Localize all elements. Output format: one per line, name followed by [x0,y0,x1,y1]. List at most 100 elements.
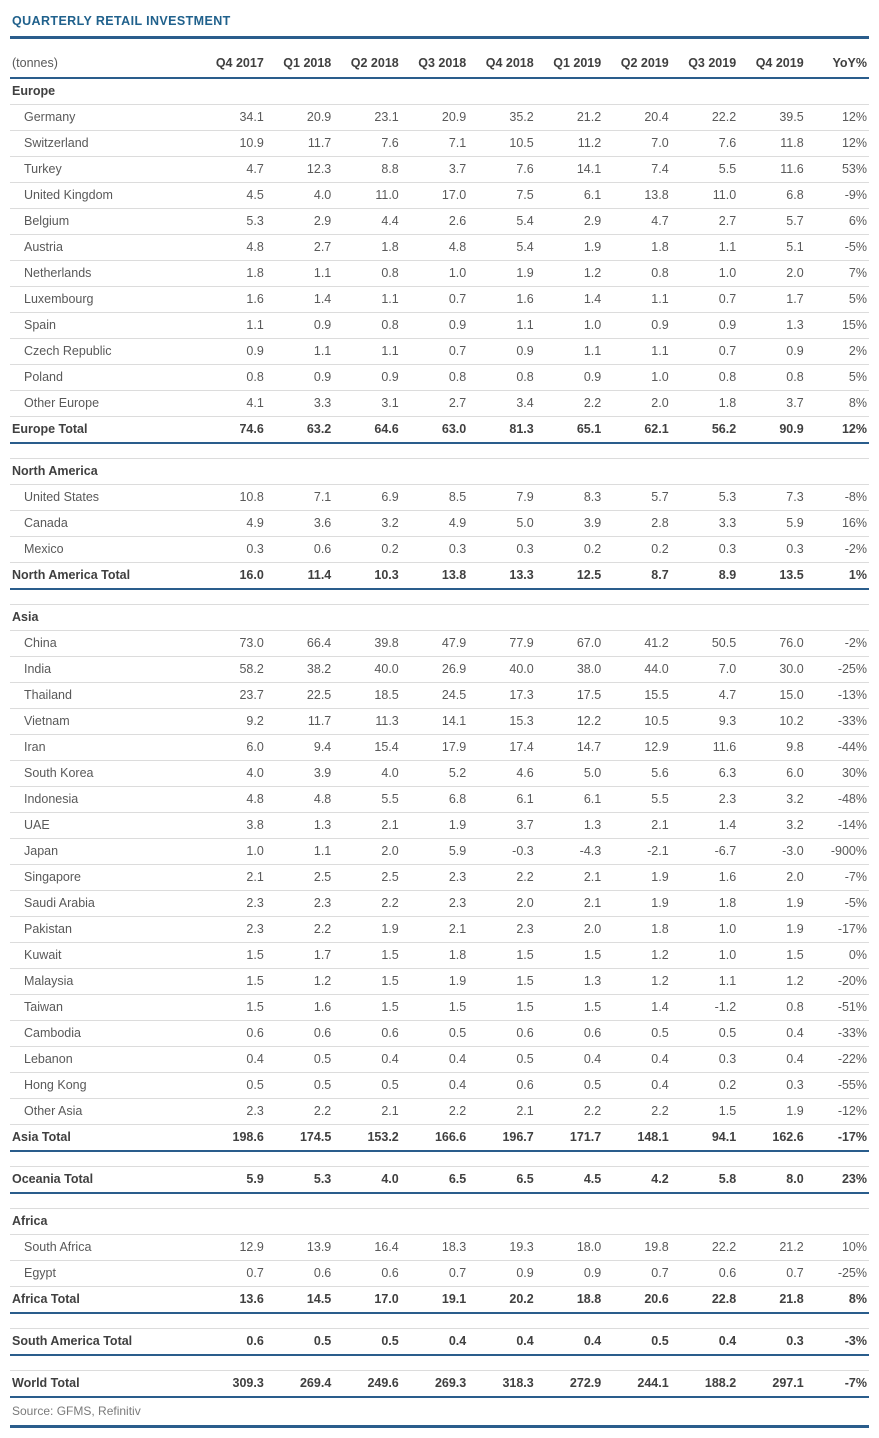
value-cell: 1.5 [204,994,272,1022]
value-cell: 2.9 [271,208,340,236]
value-cell [676,78,745,106]
value-cell: 1.5 [676,1098,745,1126]
value-cell: 1.5 [474,994,542,1022]
value-cell: 5.1 [744,234,812,262]
value-cell: 13.6 [204,1286,272,1315]
value-cell: 18.0 [541,1234,610,1262]
value-cell: 1.6 [474,286,542,314]
spacer-row [10,589,869,606]
value-cell: 67.0 [541,630,610,658]
value-cell: 0.2 [676,1072,745,1100]
value-cell: 1.0 [204,838,272,866]
value-cell: 20.6 [609,1286,677,1315]
value-cell: 18.5 [339,682,407,710]
value-cell: 0.3 [204,536,272,564]
value-cell: 10.5 [609,708,677,736]
row-label: Cambodia [10,1020,205,1048]
value-cell: 17.0 [406,182,475,210]
table-body: Europe Germany 34.1 20.9 23.1 20.9 35.2 21.2 20.… [10,78,869,1399]
row-label: South America Total [10,1328,205,1357]
table-row: China 73.0 66.4 39.8 47.9 77.9 67.0 41.2 50.5 76.… [10,630,869,658]
yoy-cell: -2% [811,630,869,658]
value-cell: 1.9 [474,260,542,288]
value-cell: 9.2 [204,708,272,736]
value-cell: 5.9 [204,1166,272,1195]
spacer-cell [10,1151,869,1168]
value-cell: 166.6 [406,1124,475,1153]
value-cell: 1.8 [676,890,745,918]
table-row: Singapore 2.1 2.5 2.5 2.3 2.2 2.1 1.9 1.6 2.0 -7% [10,864,869,892]
value-cell: 1.1 [271,338,340,366]
header-row: (tonnes) Q4 2017 Q1 2018 Q2 2018 Q3 2018… [10,51,869,80]
row-label: Malaysia [10,968,205,996]
yoy-cell: 2% [811,338,869,366]
value-cell: 6.5 [474,1166,542,1195]
value-cell: 0.2 [339,536,407,564]
yoy-cell: -17% [811,916,869,944]
value-cell: 0.9 [474,1260,542,1288]
row-label: Oceania Total [10,1166,205,1195]
value-cell: 0.9 [339,364,407,392]
row-label: Poland [10,364,205,392]
value-cell: 0.5 [541,1072,610,1100]
value-cell: 1.1 [676,234,745,262]
value-cell: 0.3 [676,1046,745,1074]
value-cell: 17.3 [474,682,542,710]
value-cell: 13.3 [474,562,542,591]
value-cell: 2.2 [541,1098,610,1126]
value-cell: 0.2 [609,536,677,564]
value-cell: 0.4 [541,1046,610,1074]
value-cell: 65.1 [541,416,610,445]
row-label: Europe [10,78,205,106]
row-label: Egypt [10,1260,205,1288]
value-cell: 5.3 [204,208,272,236]
yoy-cell: -17% [811,1124,869,1153]
value-cell: 198.6 [204,1124,272,1153]
yoy-cell: -20% [811,968,869,996]
value-cell: -4.3 [541,838,610,866]
value-cell: 56.2 [676,416,745,445]
row-label: Africa [10,1208,205,1236]
yoy-cell [811,78,869,106]
table-row: Thailand 23.7 22.5 18.5 24.5 17.3 17.5 15.5 4.7 1… [10,682,869,710]
row-label: China [10,630,205,658]
yoy-cell [811,604,869,632]
title-rule [10,36,869,40]
value-cell: 1.9 [744,1098,812,1126]
row-label: Canada [10,510,205,538]
value-cell: 1.8 [676,390,745,418]
value-cell: 1.5 [339,968,407,996]
value-cell: 20.9 [406,104,475,132]
value-cell: 0.8 [609,260,677,288]
value-cell: 1.3 [744,312,812,340]
yoy-cell: -22% [811,1046,869,1074]
value-cell: 3.3 [676,510,745,538]
yoy-cell: 30% [811,760,869,788]
value-cell: 1.2 [744,968,812,996]
value-cell: 1.4 [609,994,677,1022]
value-cell: 16.4 [339,1234,407,1262]
value-cell: 1.1 [339,286,407,314]
value-cell: 11.0 [339,182,407,210]
value-cell: 74.6 [204,416,272,445]
yoy-cell: 6% [811,208,869,236]
value-cell: 3.2 [339,510,407,538]
value-cell: 6.8 [406,786,475,814]
value-cell: 40.0 [339,656,407,684]
value-cell: 7.1 [406,130,475,158]
yoy-cell: 23% [811,1166,869,1195]
row-label: Hong Kong [10,1072,205,1100]
value-cell: 12.2 [541,708,610,736]
row-label: Other Asia [10,1098,205,1126]
value-cell: 15.5 [609,682,677,710]
yoy-cell: 7% [811,260,869,288]
table-row: Luxembourg 1.6 1.4 1.1 0.7 1.6 1.4 1.1 0.7 1.7 5% [10,286,869,314]
value-cell: 1.6 [676,864,745,892]
value-cell: 22.8 [676,1286,745,1315]
value-cell: 16.0 [204,562,272,591]
value-cell: 2.1 [474,1098,542,1126]
value-cell: 2.3 [204,890,272,918]
table-row: Taiwan 1.5 1.6 1.5 1.5 1.5 1.5 1.4 -1.2 0.8 -51% [10,994,869,1022]
value-cell: 2.1 [204,864,272,892]
yoy-cell [811,458,869,486]
